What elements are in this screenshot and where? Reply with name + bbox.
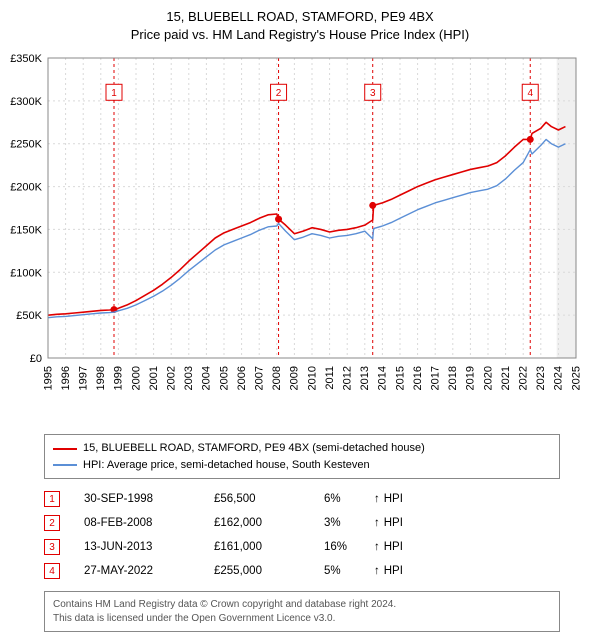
legend-swatch-hpi	[53, 464, 77, 466]
event-delta: 6%	[324, 493, 374, 505]
svg-text:1998: 1998	[95, 366, 107, 390]
svg-text:2015: 2015	[394, 366, 406, 390]
legend-item-hpi: HPI: Average price, semi-detached house,…	[53, 457, 551, 474]
svg-text:2014: 2014	[377, 366, 389, 390]
svg-text:1997: 1997	[77, 366, 89, 390]
svg-text:2011: 2011	[324, 366, 336, 390]
event-price: £161,000	[214, 541, 324, 553]
sale-event-row: 3 13-JUN-2013£161,00016%↑ HPI	[44, 535, 560, 559]
svg-text:£150K: £150K	[10, 225, 42, 237]
svg-text:2016: 2016	[412, 366, 424, 390]
event-delta: 5%	[324, 565, 374, 577]
svg-text:2001: 2001	[148, 366, 160, 390]
event-delta: 3%	[324, 517, 374, 529]
sale-event-row: 2 08-FEB-2008£162,0003%↑ HPI	[44, 511, 560, 535]
svg-text:4: 4	[527, 88, 533, 99]
event-hpi-suffix: HPI	[384, 541, 403, 553]
event-badge: 1	[44, 491, 60, 507]
arrow-up-icon: ↑	[374, 565, 380, 577]
svg-text:2020: 2020	[482, 366, 494, 390]
event-hpi-suffix: HPI	[384, 517, 403, 529]
svg-text:1: 1	[111, 88, 117, 99]
event-badge: 4	[44, 563, 60, 579]
svg-text:2012: 2012	[342, 366, 354, 390]
event-price: £255,000	[214, 565, 324, 577]
event-delta: 16%	[324, 541, 374, 553]
svg-text:2025: 2025	[570, 366, 582, 390]
attribution-footer: Contains HM Land Registry data © Crown c…	[44, 591, 560, 632]
event-badge: 2	[44, 515, 60, 531]
event-date: 13-JUN-2013	[84, 541, 214, 553]
legend-label-price-paid: 15, BLUEBELL ROAD, STAMFORD, PE9 4BX (se…	[83, 440, 425, 457]
svg-text:2003: 2003	[183, 366, 195, 390]
title-line-2: Price paid vs. HM Land Registry's House …	[0, 26, 600, 44]
legend-item-price-paid: 15, BLUEBELL ROAD, STAMFORD, PE9 4BX (se…	[53, 440, 551, 457]
event-hpi-suffix: HPI	[384, 565, 403, 577]
svg-text:2017: 2017	[430, 366, 442, 390]
svg-text:2023: 2023	[535, 366, 547, 390]
svg-text:1995: 1995	[42, 366, 54, 390]
svg-text:2018: 2018	[447, 366, 459, 390]
event-date: 27-MAY-2022	[84, 565, 214, 577]
event-price: £162,000	[214, 517, 324, 529]
event-date: 08-FEB-2008	[84, 517, 214, 529]
svg-text:1999: 1999	[113, 366, 125, 390]
chart-svg: £0 £50K £100K £150K £200K £250K £300K £350K 1995…	[0, 48, 600, 428]
sale-events-table: 130-SEP-1998£56,5006%↑HPI208-FEB-2008£16…	[44, 487, 560, 583]
svg-text:2004: 2004	[201, 366, 213, 390]
svg-text:2005: 2005	[218, 366, 230, 390]
arrow-up-icon: ↑	[374, 517, 380, 529]
svg-text:2013: 2013	[359, 366, 371, 390]
event-price: £56,500	[214, 493, 324, 505]
sale-event-row: 1 30-SEP-1998£56,5006%↑ HPI	[44, 487, 560, 511]
title-line-1: 15, BLUEBELL ROAD, STAMFORD, PE9 4BX	[0, 8, 600, 26]
svg-text:2019: 2019	[465, 366, 477, 390]
legend-label-hpi: HPI: Average price, semi-detached house,…	[83, 457, 370, 474]
chart-title-block: 15, BLUEBELL ROAD, STAMFORD, PE9 4BX Pri…	[0, 0, 600, 48]
svg-text:£200K: £200K	[10, 182, 42, 194]
event-hpi-suffix: HPI	[384, 493, 403, 505]
sale-event-row: 4 27-MAY-2022£255,0005%↑ HPI	[44, 559, 560, 583]
svg-text:2021: 2021	[500, 366, 512, 390]
event-badge: 3	[44, 539, 60, 555]
footer-line-1: Contains HM Land Registry data © Crown c…	[53, 598, 551, 612]
event-date: 30-SEP-1998	[84, 493, 214, 505]
svg-text:£350K: £350K	[10, 53, 42, 65]
svg-text:2024: 2024	[553, 366, 565, 390]
svg-text:1996: 1996	[60, 366, 72, 390]
svg-text:£250K: £250K	[10, 139, 42, 151]
svg-text:2000: 2000	[130, 366, 142, 390]
svg-text:2008: 2008	[271, 366, 283, 390]
svg-text:£50K: £50K	[16, 311, 42, 323]
svg-text:£0: £0	[30, 353, 42, 365]
svg-text:2009: 2009	[289, 366, 301, 390]
svg-text:2006: 2006	[236, 366, 248, 390]
chart-area: £0 £50K £100K £150K £200K £250K £300K £350K 1995…	[0, 48, 600, 428]
svg-text:£300K: £300K	[10, 96, 42, 108]
arrow-up-icon: ↑	[374, 541, 380, 553]
svg-text:2007: 2007	[254, 366, 266, 390]
svg-text:2: 2	[276, 88, 282, 99]
svg-text:£100K: £100K	[10, 268, 42, 280]
arrow-up-icon: ↑	[374, 493, 380, 505]
svg-text:3: 3	[370, 88, 376, 99]
footer-line-2: This data is licensed under the Open Gov…	[53, 612, 551, 626]
svg-text:2002: 2002	[165, 366, 177, 390]
svg-text:2022: 2022	[518, 366, 530, 390]
legend: 15, BLUEBELL ROAD, STAMFORD, PE9 4BX (se…	[44, 434, 560, 479]
svg-text:2010: 2010	[306, 366, 318, 390]
legend-swatch-price-paid	[53, 448, 77, 450]
